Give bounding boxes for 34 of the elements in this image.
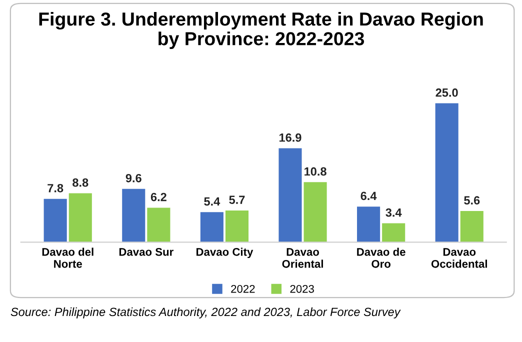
- legend-label: 2022: [231, 284, 255, 293]
- data-label: 9.6: [126, 174, 142, 182]
- chart-title: Figure 3. Underemployment Rate in Davao Region by Province: 2022-2023: [39, 12, 483, 50]
- data-label: 10.8: [304, 167, 326, 176]
- data-label: 5.4: [204, 197, 220, 206]
- data-label: 16.9: [279, 133, 302, 142]
- bar: [357, 206, 380, 242]
- source-note: Source: Philippine Statistics Authority, 2022 and 2023, Labor Force Survey: [10, 307, 401, 318]
- x-tick-label: Davao City: [196, 248, 254, 258]
- bar: [304, 182, 327, 242]
- data-label: 6.4: [360, 192, 377, 200]
- x-tick-label: Davao Sur: [119, 248, 174, 256]
- x-tick-label: Davao del Norte: [42, 248, 94, 268]
- x-tick-label: Davao de Oro: [357, 248, 406, 268]
- bar: [200, 212, 224, 242]
- bar: [44, 198, 67, 242]
- data-label: 7.8: [48, 184, 64, 192]
- data-label: 8.8: [72, 178, 88, 187]
- legend-label: 2023: [290, 284, 314, 293]
- x-tick-label: Davao Occidental: [431, 248, 487, 268]
- bar: [147, 208, 170, 242]
- bar: [382, 223, 406, 242]
- bar: [122, 188, 146, 242]
- bar: [225, 210, 249, 242]
- data-label: 3.4: [386, 208, 402, 217]
- data-label: 5.7: [229, 196, 245, 204]
- bar: [68, 193, 92, 242]
- x-tick-label: Davao Oriental: [282, 248, 323, 268]
- data-label: 25.0: [436, 88, 458, 97]
- bar: [460, 211, 484, 242]
- bar: [435, 103, 458, 242]
- data-label: 5.6: [464, 196, 480, 205]
- bar: [278, 148, 302, 242]
- data-label: 6.2: [150, 192, 166, 202]
